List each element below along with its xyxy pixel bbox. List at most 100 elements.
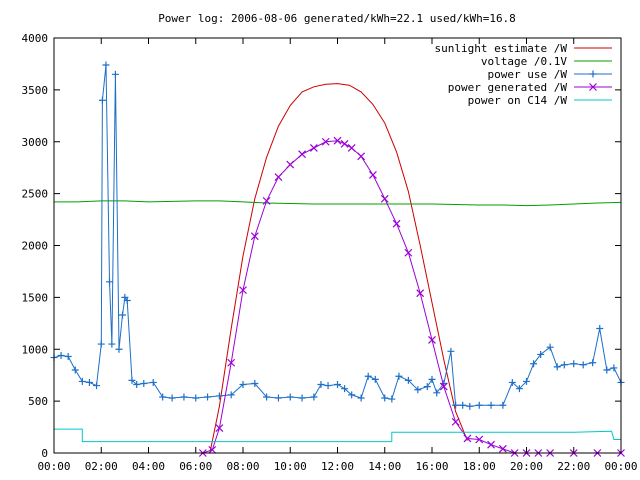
data-point — [499, 401, 507, 409]
data-point — [364, 372, 372, 380]
y-tick-label: 3500 — [22, 84, 49, 97]
data-point — [428, 335, 436, 344]
y-tick-label: 1500 — [22, 291, 49, 304]
data-point — [348, 391, 356, 399]
data-point — [570, 360, 578, 368]
x-tick-label: 02:00 — [85, 460, 118, 473]
y-tick-label: 3000 — [22, 136, 49, 149]
data-point — [596, 325, 604, 332]
data-point — [428, 375, 436, 383]
data-point — [334, 381, 341, 389]
data-point — [239, 286, 247, 295]
data-point — [380, 194, 389, 203]
data-point — [64, 353, 72, 361]
data-point — [123, 296, 131, 304]
data-point — [298, 150, 306, 159]
data-point — [452, 401, 460, 409]
data-point — [404, 248, 413, 257]
data-point — [128, 376, 136, 384]
data-point — [133, 381, 141, 389]
x-tick-label: 00:00 — [604, 460, 637, 473]
legend-marker — [589, 83, 597, 91]
data-point — [310, 393, 318, 401]
series-3 — [50, 61, 625, 410]
x-tick-label: 10:00 — [274, 460, 307, 473]
data-point — [508, 378, 516, 386]
data-point — [451, 417, 460, 426]
data-point — [439, 382, 448, 391]
data-point — [433, 389, 441, 397]
chart-title: Power log: 2006-08-06 generated/kWh=22.1… — [158, 12, 516, 25]
data-point — [333, 136, 342, 145]
data-point — [475, 401, 483, 409]
data-point — [321, 137, 330, 146]
data-point — [369, 171, 377, 179]
data-point — [227, 358, 236, 367]
data-point — [463, 434, 472, 443]
data-point — [71, 366, 79, 374]
data-point — [459, 401, 467, 409]
data-point — [192, 394, 200, 402]
series-line — [202, 140, 621, 454]
data-point — [309, 144, 318, 152]
x-tick-label: 16:00 — [415, 460, 448, 473]
data-point — [239, 381, 247, 389]
data-point — [115, 345, 123, 353]
y-tick-label: 500 — [28, 395, 48, 408]
plot-area — [50, 61, 625, 457]
x-tick-label: 08:00 — [226, 460, 259, 473]
data-point — [381, 394, 389, 402]
y-tick-label: 4000 — [22, 32, 49, 45]
data-point — [523, 377, 530, 385]
series-line — [209, 83, 468, 454]
x-axis-ticks: 00:00 02:00 04:00 06:00 08:00 10:00 12:00 14:00… — [37, 38, 638, 473]
legend-label: voltage /0.1V — [481, 55, 567, 68]
data-point — [149, 378, 157, 386]
data-point — [251, 379, 259, 387]
data-point — [371, 375, 379, 383]
data-point — [98, 96, 106, 104]
series-1 — [209, 83, 468, 454]
data-point — [589, 359, 597, 367]
data-point — [180, 393, 188, 401]
series-5 — [54, 428, 621, 443]
x-tick-label: 06:00 — [179, 460, 212, 473]
data-point — [357, 394, 365, 402]
data-point — [262, 196, 271, 205]
data-point — [108, 340, 116, 348]
data-point — [102, 61, 110, 69]
y-axis-ticks: 0 500 1000 1500 2000 2500 3000 3500 4000 — [22, 32, 621, 460]
series-line — [54, 200, 622, 207]
data-point — [395, 372, 403, 380]
data-point — [560, 361, 568, 369]
data-point — [298, 394, 306, 402]
data-point — [475, 435, 484, 444]
x-tick-label: 20:00 — [510, 460, 543, 473]
y-tick-label: 1000 — [22, 343, 49, 356]
data-point — [78, 377, 86, 385]
data-point — [85, 378, 93, 386]
data-point — [515, 385, 523, 393]
legend-marker — [589, 70, 597, 78]
data-point — [414, 386, 422, 394]
data-point — [466, 402, 474, 410]
data-point — [286, 393, 294, 401]
data-point — [498, 444, 507, 453]
data-point — [159, 393, 167, 401]
series-2 — [54, 200, 622, 207]
data-point — [140, 379, 148, 387]
legend-label: power generated /W — [448, 81, 568, 94]
data-point — [404, 376, 412, 384]
y-tick-label: 2500 — [22, 188, 49, 201]
data-point — [250, 232, 259, 241]
data-point — [93, 382, 101, 390]
y-tick-label: 2000 — [22, 240, 49, 253]
x-tick-label: 22:00 — [557, 460, 590, 473]
data-point — [57, 351, 65, 359]
plot-frame — [53, 37, 622, 454]
y-tick-label: 0 — [41, 447, 48, 460]
data-point — [106, 278, 114, 286]
data-point — [119, 311, 127, 319]
